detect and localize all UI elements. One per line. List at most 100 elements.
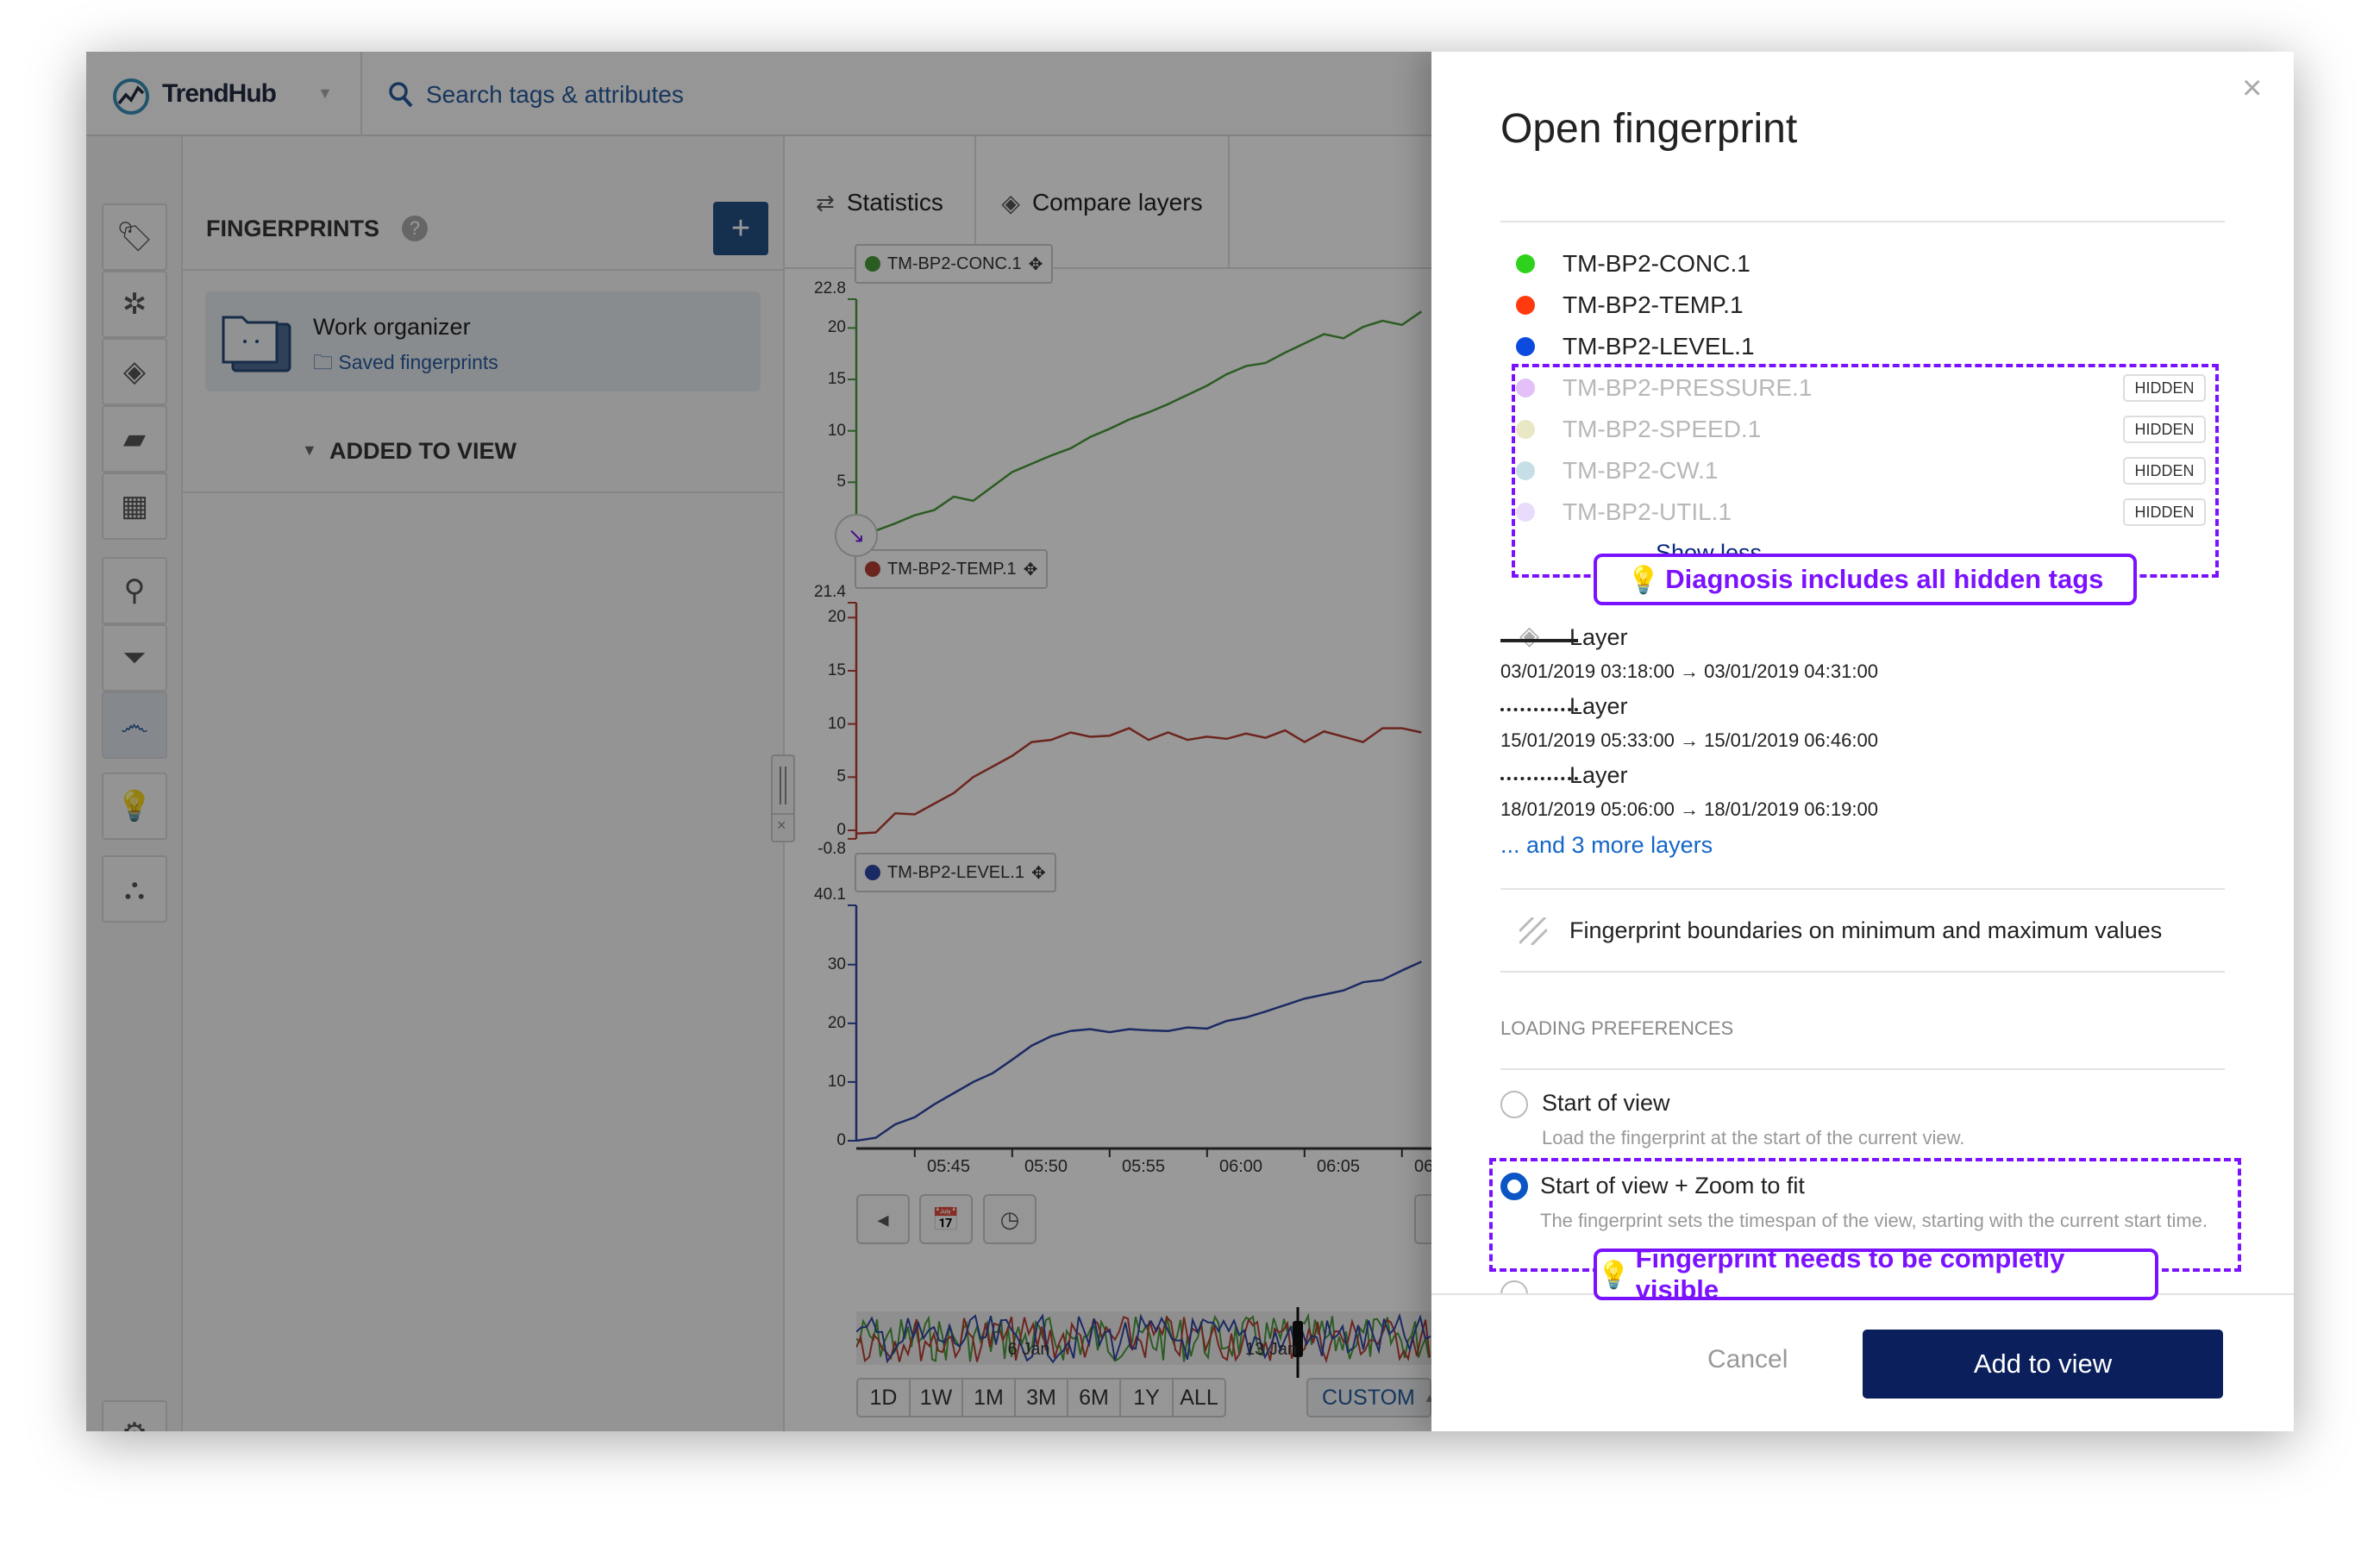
divider [773,813,793,815]
tag-row: TM-BP2-SPEED.1 HIDDEN [1500,412,2225,447]
rail-item-search[interactable]: ⚲ [102,557,167,624]
search-placeholder: Search tags & attributes [426,81,684,108]
rail-item-layers[interactable]: ◈ [102,338,167,405]
add-fingerprint-button[interactable]: + [713,202,768,255]
y-tick-label: 10 [827,714,846,733]
range-button-1d[interactable]: 1D [858,1380,911,1416]
y-tick-label: 5 [836,767,846,786]
range-button-all[interactable]: ALL [1180,1385,1218,1410]
panel-title: FINGERPRINTS [206,216,380,241]
legend-chip-conc[interactable]: TM-BP2-CONC.1 ✥ [855,244,1054,284]
y-tick-label: 5 [836,472,846,491]
lightbulb-icon: 💡 [116,790,153,823]
y-tick-label: 0 [836,821,846,839]
tab-compare-layers[interactable]: ◈ Compare layers [976,136,1230,269]
tab-statistics[interactable]: ⇄ Statistics [785,136,976,269]
legend-chip-level[interactable]: TM-BP2-LEVEL.1 ✥ [855,853,1056,892]
y-tick-label: 10 [827,1072,846,1091]
dialog-footer: Cancel Add to view [1431,1293,2294,1431]
calendar-icon: 📅 [931,1205,961,1232]
dialog-title: Open fingerprint [1500,106,1798,152]
tab-label: Compare layers [1031,189,1203,216]
clock-button[interactable]: ◷ [983,1194,1037,1244]
lightbulb-icon: 💡 [1626,564,1661,595]
panel-resize-handle[interactable]: × [771,754,795,842]
tag-color-dot [1516,254,1535,273]
help-icon[interactable]: ? [402,216,428,241]
added-to-view-heading[interactable]: ADDED TO VIEW [329,438,517,464]
graph-icon: ⛬ [124,872,145,905]
range-button-3m[interactable]: 3M [1016,1380,1068,1416]
calendar-button[interactable]: 📅 [919,1194,973,1244]
rail-item-tags[interactable]: 🏷 [102,203,167,271]
range-button-6m[interactable]: 6M [1068,1380,1121,1416]
move-icon[interactable]: ✥ [1028,254,1043,274]
cancel-button[interactable]: Cancel [1707,1345,1788,1374]
option-label[interactable]: Start of view [1542,1090,1670,1116]
rail-item-comments[interactable]: ▰ [102,405,167,472]
search-input[interactable]: Search tags & attributes [388,69,992,121]
asterisk-icon: ✲ [122,288,147,321]
divider [1500,1068,2225,1070]
lightbulb-icon: 💡 [1597,1259,1631,1290]
rail-item-graph[interactable]: ⛬ [102,855,167,923]
more-layers-link[interactable]: ... and 3 more layers [1500,832,1713,858]
folder-icon [222,316,291,372]
comment-icon: ▰ [122,422,147,455]
custom-range-label: CUSTOM [1322,1385,1415,1410]
trend-down-icon[interactable]: ↘ [835,514,878,557]
close-panel-icon[interactable]: × [777,817,786,834]
hidden-badge: HIDDEN [2123,498,2206,526]
radio-start-of-view[interactable] [1500,1091,1528,1118]
custom-range-button[interactable]: CUSTOM ▲ [1306,1378,1436,1417]
caret-left-icon: ◂ [877,1205,889,1232]
tab-label: Statistics [846,189,943,216]
rail-item-insights[interactable]: 💡 [102,773,167,840]
range-button-1w[interactable]: 1W [911,1380,963,1416]
close-icon[interactable]: × [2242,69,2263,107]
option-label[interactable]: Start of view + Zoom to fit [1540,1173,1805,1198]
radio-start-of-view-zoom-to-fit[interactable] [1500,1173,1528,1200]
search-icon [389,82,413,108]
rail-item-fingerprint[interactable]: ෴ [102,692,167,759]
trendhub-app-dimmed-backdrop: TrendHub ▼ Search tags & attributes 🏷 ✲ … [86,52,1468,1431]
y-tick-label: 20 [827,608,846,627]
overview-handle [1293,1321,1303,1357]
tag-name: TM-BP2-TEMP.1 [1563,291,1744,318]
swap-arrows-icon: ⇄ [816,189,835,216]
previous-button[interactable]: ◂ [856,1194,910,1244]
app-name: TrendHub [162,79,277,108]
layer-time-range: 03/01/2019 03:18:00 → 03/01/2019 04:31:0… [1500,660,1878,682]
rail-item-filter[interactable]: ⏷ [102,624,167,692]
folder-card-work-organizer[interactable]: Work organizer 🗀 Saved fingerprints [205,291,761,391]
move-icon[interactable]: ✥ [1030,863,1046,883]
app-window: TrendHub ▼ Search tags & attributes 🏷 ✲ … [86,52,2294,1431]
folder-subtitle[interactable]: 🗀 Saved fingerprints [313,348,498,382]
series-color-dot [865,256,880,272]
series-line-0 [855,310,1423,535]
legend-label: TM-BP2-TEMP.1 [887,559,1017,579]
move-icon[interactable]: ✥ [1023,560,1038,579]
tag-name: TM-BP2-CONC.1 [1563,250,1751,277]
small-folder-icon: 🗀 [313,351,339,373]
divider [1500,888,2225,890]
collapse-caret-icon[interactable]: ▼ [302,441,317,459]
range-button-1m[interactable]: 1M [963,1380,1016,1416]
series-color-dot [865,561,880,577]
tag-icon: 🏷 [116,221,153,253]
rail-item-asterisk[interactable]: ✲ [102,271,167,338]
rail-item-dashboard[interactable]: ▦ [102,472,167,540]
overview-tick-label: 6 Jan [1007,1340,1050,1359]
fingerprints-panel: FINGERPRINTS ? + Work organizer 🗀 Saved … [183,136,785,1431]
overview-navigator[interactable] [856,1257,1431,1378]
hidden-badge: HIDDEN [2123,374,2206,402]
range-button-1y[interactable]: 1Y [1121,1380,1174,1416]
x-tick-label: 06:00 [1218,1157,1263,1176]
add-to-view-button[interactable]: Add to view [1863,1330,2223,1399]
legend-chip-temp[interactable]: TM-BP2-TEMP.1 ✥ [855,549,1049,589]
icon-rail: 🏷 ✲ ◈ ▰ ▦ ⚲ ⏷ ෴ 💡 ⛬ ⚙ [86,136,183,1431]
divider [360,52,362,136]
chart-toolbar: ⇄ Statistics ◈ Compare layers [785,136,1431,269]
rail-item-settings[interactable]: ⚙ [102,1400,167,1431]
app-switcher-caret-icon[interactable]: ▼ [317,84,333,102]
